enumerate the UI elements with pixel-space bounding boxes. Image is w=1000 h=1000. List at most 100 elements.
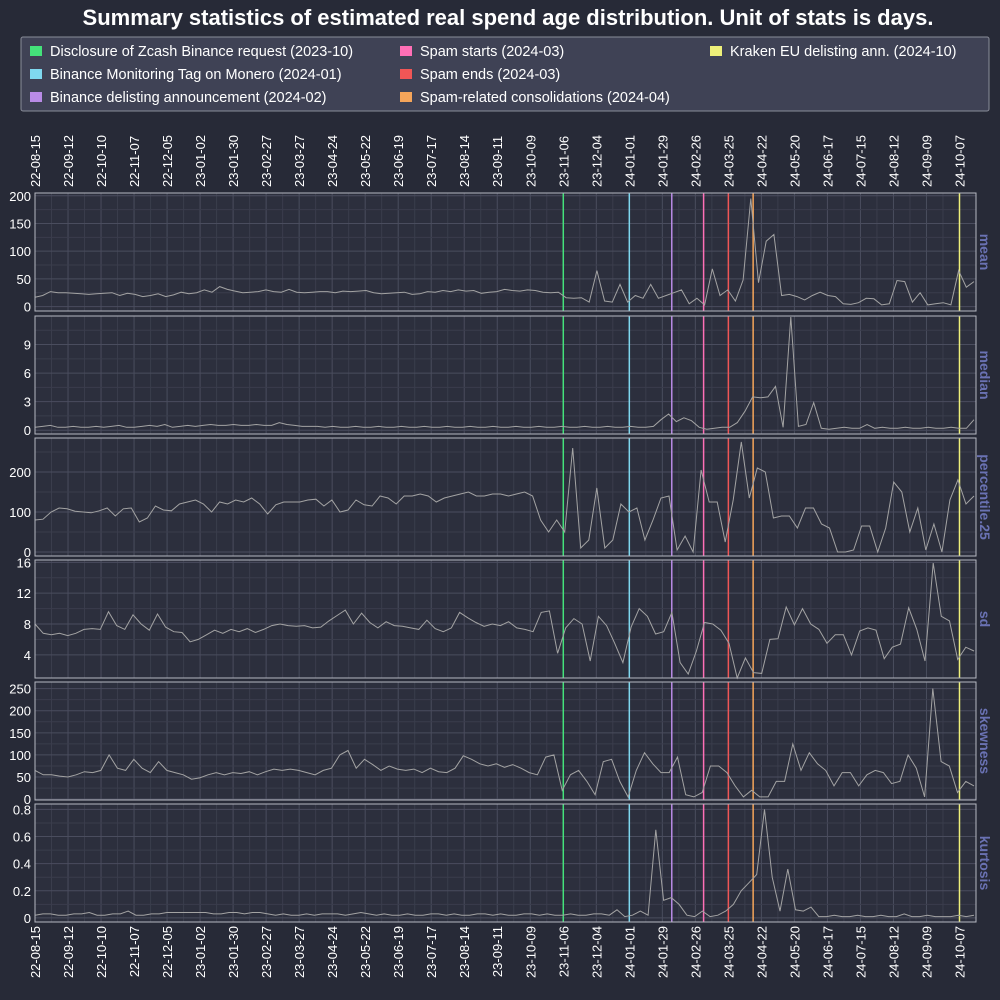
- series-line: [34, 809, 975, 918]
- x-tick-label-bottom: 23-10-09: [523, 926, 538, 978]
- x-tick-label-top: 24-03-25: [721, 135, 736, 187]
- legend-swatch: [30, 69, 42, 79]
- y-tick-label: 3: [24, 395, 31, 410]
- panel-percentile-25: 0 100 200 percentile.25: [9, 437, 993, 560]
- x-tick-label-top: 24-01-29: [655, 135, 670, 187]
- x-tick-label-bottom: 24-08-12: [886, 926, 901, 978]
- x-tick-label-bottom: 23-02-27: [259, 926, 274, 978]
- panel-border: [34, 437, 977, 557]
- x-tick-label-top: 23-01-30: [226, 135, 241, 187]
- y-tick-label: 0: [24, 792, 31, 807]
- x-tick-label-top: 23-08-14: [457, 135, 472, 187]
- x-tick-label-bottom: 24-07-15: [853, 926, 868, 978]
- y-tick-label: 100: [9, 244, 31, 259]
- panel-sd: 4 8 12 16 sd: [17, 555, 993, 680]
- x-tick-label-bottom: 23-01-30: [226, 926, 241, 978]
- facet-label: kurtosis: [977, 836, 993, 891]
- x-tick-label-bottom: 22-12-05: [160, 926, 175, 978]
- x-tick-label-top: 23-07-17: [424, 135, 439, 187]
- panel-background: [35, 560, 976, 678]
- panel-mean: 0 50 100 150 200 mean: [9, 189, 993, 315]
- y-tick-label: 50: [17, 770, 31, 785]
- x-tick-label-top: 24-09-09: [919, 135, 934, 187]
- y-tick-label: 50: [17, 272, 31, 287]
- facet-label: mean: [977, 234, 993, 271]
- y-tick-label: 250: [9, 682, 31, 697]
- x-tick-label-bottom: 24-03-25: [721, 926, 736, 978]
- x-tick-label-bottom: 23-12-04: [589, 926, 604, 978]
- legend-swatch: [30, 46, 42, 56]
- y-tick-label: 100: [9, 748, 31, 763]
- facet-label: median: [977, 350, 993, 399]
- y-tick-label: 12: [17, 586, 31, 601]
- panel-border: [34, 192, 977, 312]
- legend-label: Spam starts (2024-03): [420, 44, 564, 60]
- legend: Disclosure of Zcash Binance request (202…: [20, 36, 990, 112]
- y-tick-label: 100: [9, 505, 31, 520]
- panel-skewness: 0 50 100 150 200 250 skewness: [9, 681, 993, 807]
- x-tick-label-top: 24-01-01: [622, 135, 637, 187]
- x-tick-label-top: 23-02-27: [259, 135, 274, 187]
- x-tick-label-bottom: 23-09-11: [490, 926, 505, 977]
- panel-background: [35, 682, 976, 800]
- panel-border: [34, 681, 977, 801]
- x-tick-label-top: 23-01-02: [193, 135, 208, 187]
- legend-label: Disclosure of Zcash Binance request (202…: [50, 44, 353, 60]
- x-tick-label-bottom: 23-08-14: [457, 926, 472, 978]
- x-tick-label-bottom: 23-04-24: [325, 926, 340, 978]
- y-tick-label: 150: [9, 216, 31, 231]
- y-tick-label: 0.8: [13, 802, 31, 817]
- x-axis-bottom: 22-08-15 22-09-12 22-10-10 22-11-07 22-12-05…: [28, 926, 967, 978]
- x-tick-label-top: 24-07-15: [853, 135, 868, 187]
- series-line: [34, 198, 975, 306]
- x-tick-label-top: 23-11-06: [556, 136, 571, 187]
- x-tick-label-top: 24-02-26: [688, 135, 703, 187]
- x-tick-label-top: 23-09-11: [490, 136, 505, 187]
- y-tick-label: 0: [24, 545, 31, 560]
- x-tick-label-top: 22-09-12: [61, 135, 76, 187]
- panel-background: [35, 316, 976, 434]
- legend-label: Spam ends (2024-03): [420, 67, 560, 83]
- panels: 0 50 100 150 200 mean 0 3 6 9 median 0 100 200 percent…: [9, 189, 993, 926]
- x-tick-label-top: 23-05-22: [358, 135, 373, 187]
- panel-background: [35, 193, 976, 311]
- x-tick-label-top: 24-06-17: [820, 135, 835, 187]
- x-tick-label-bottom: 23-07-17: [424, 926, 439, 978]
- x-tick-label-top: 22-10-10: [94, 135, 109, 187]
- series-line: [34, 316, 975, 430]
- x-tick-label-bottom: 22-09-12: [61, 926, 76, 978]
- panel-background: [35, 438, 976, 556]
- y-tick-label: 0.2: [13, 884, 31, 899]
- y-tick-label: 0.4: [13, 857, 31, 872]
- legend-label: Spam-related consolidations (2024-04): [420, 90, 670, 106]
- legend-label: Binance Monitoring Tag on Monero (2024-0…: [50, 67, 342, 83]
- legend-box: [20, 36, 990, 112]
- x-tick-label-bottom: 24-04-22: [754, 926, 769, 978]
- legend-swatch: [30, 92, 42, 102]
- x-tick-label-top: 22-11-07: [127, 136, 142, 187]
- x-tick-label-bottom: 24-05-20: [787, 926, 802, 978]
- legend-swatch: [400, 46, 412, 56]
- series-line: [34, 563, 975, 680]
- facet-label: percentile.25: [977, 454, 993, 540]
- x-tick-label-bottom: 23-03-27: [292, 926, 307, 978]
- x-tick-label-bottom: 23-05-22: [358, 926, 373, 978]
- x-axis-top: 22-08-15 22-09-12 22-10-10 22-11-07 22-12-05…: [28, 135, 967, 187]
- y-tick-label: 200: [9, 704, 31, 719]
- y-tick-label: 9: [24, 338, 31, 353]
- x-tick-label-top: 23-12-04: [589, 135, 604, 187]
- legend-swatch: [400, 92, 412, 102]
- facet-label: sd: [977, 611, 993, 627]
- y-tick-label: 0.6: [13, 830, 31, 845]
- x-tick-label-top: 24-04-22: [754, 135, 769, 187]
- panel-border: [34, 803, 977, 923]
- panel-kurtosis: 0 0.2 0.4 0.6 0.8 kurtosis: [13, 802, 993, 926]
- x-tick-label-top: 23-06-19: [391, 135, 406, 187]
- legend-label: Kraken EU delisting ann. (2024-10): [730, 44, 957, 60]
- x-tick-label-top: 22-08-15: [28, 135, 43, 187]
- legend-label: Binance delisting announcement (2024-02): [50, 90, 327, 106]
- x-tick-label-bottom: 22-11-07: [127, 926, 142, 977]
- x-tick-label-bottom: 23-11-06: [556, 926, 571, 977]
- y-tick-label: 200: [9, 465, 31, 480]
